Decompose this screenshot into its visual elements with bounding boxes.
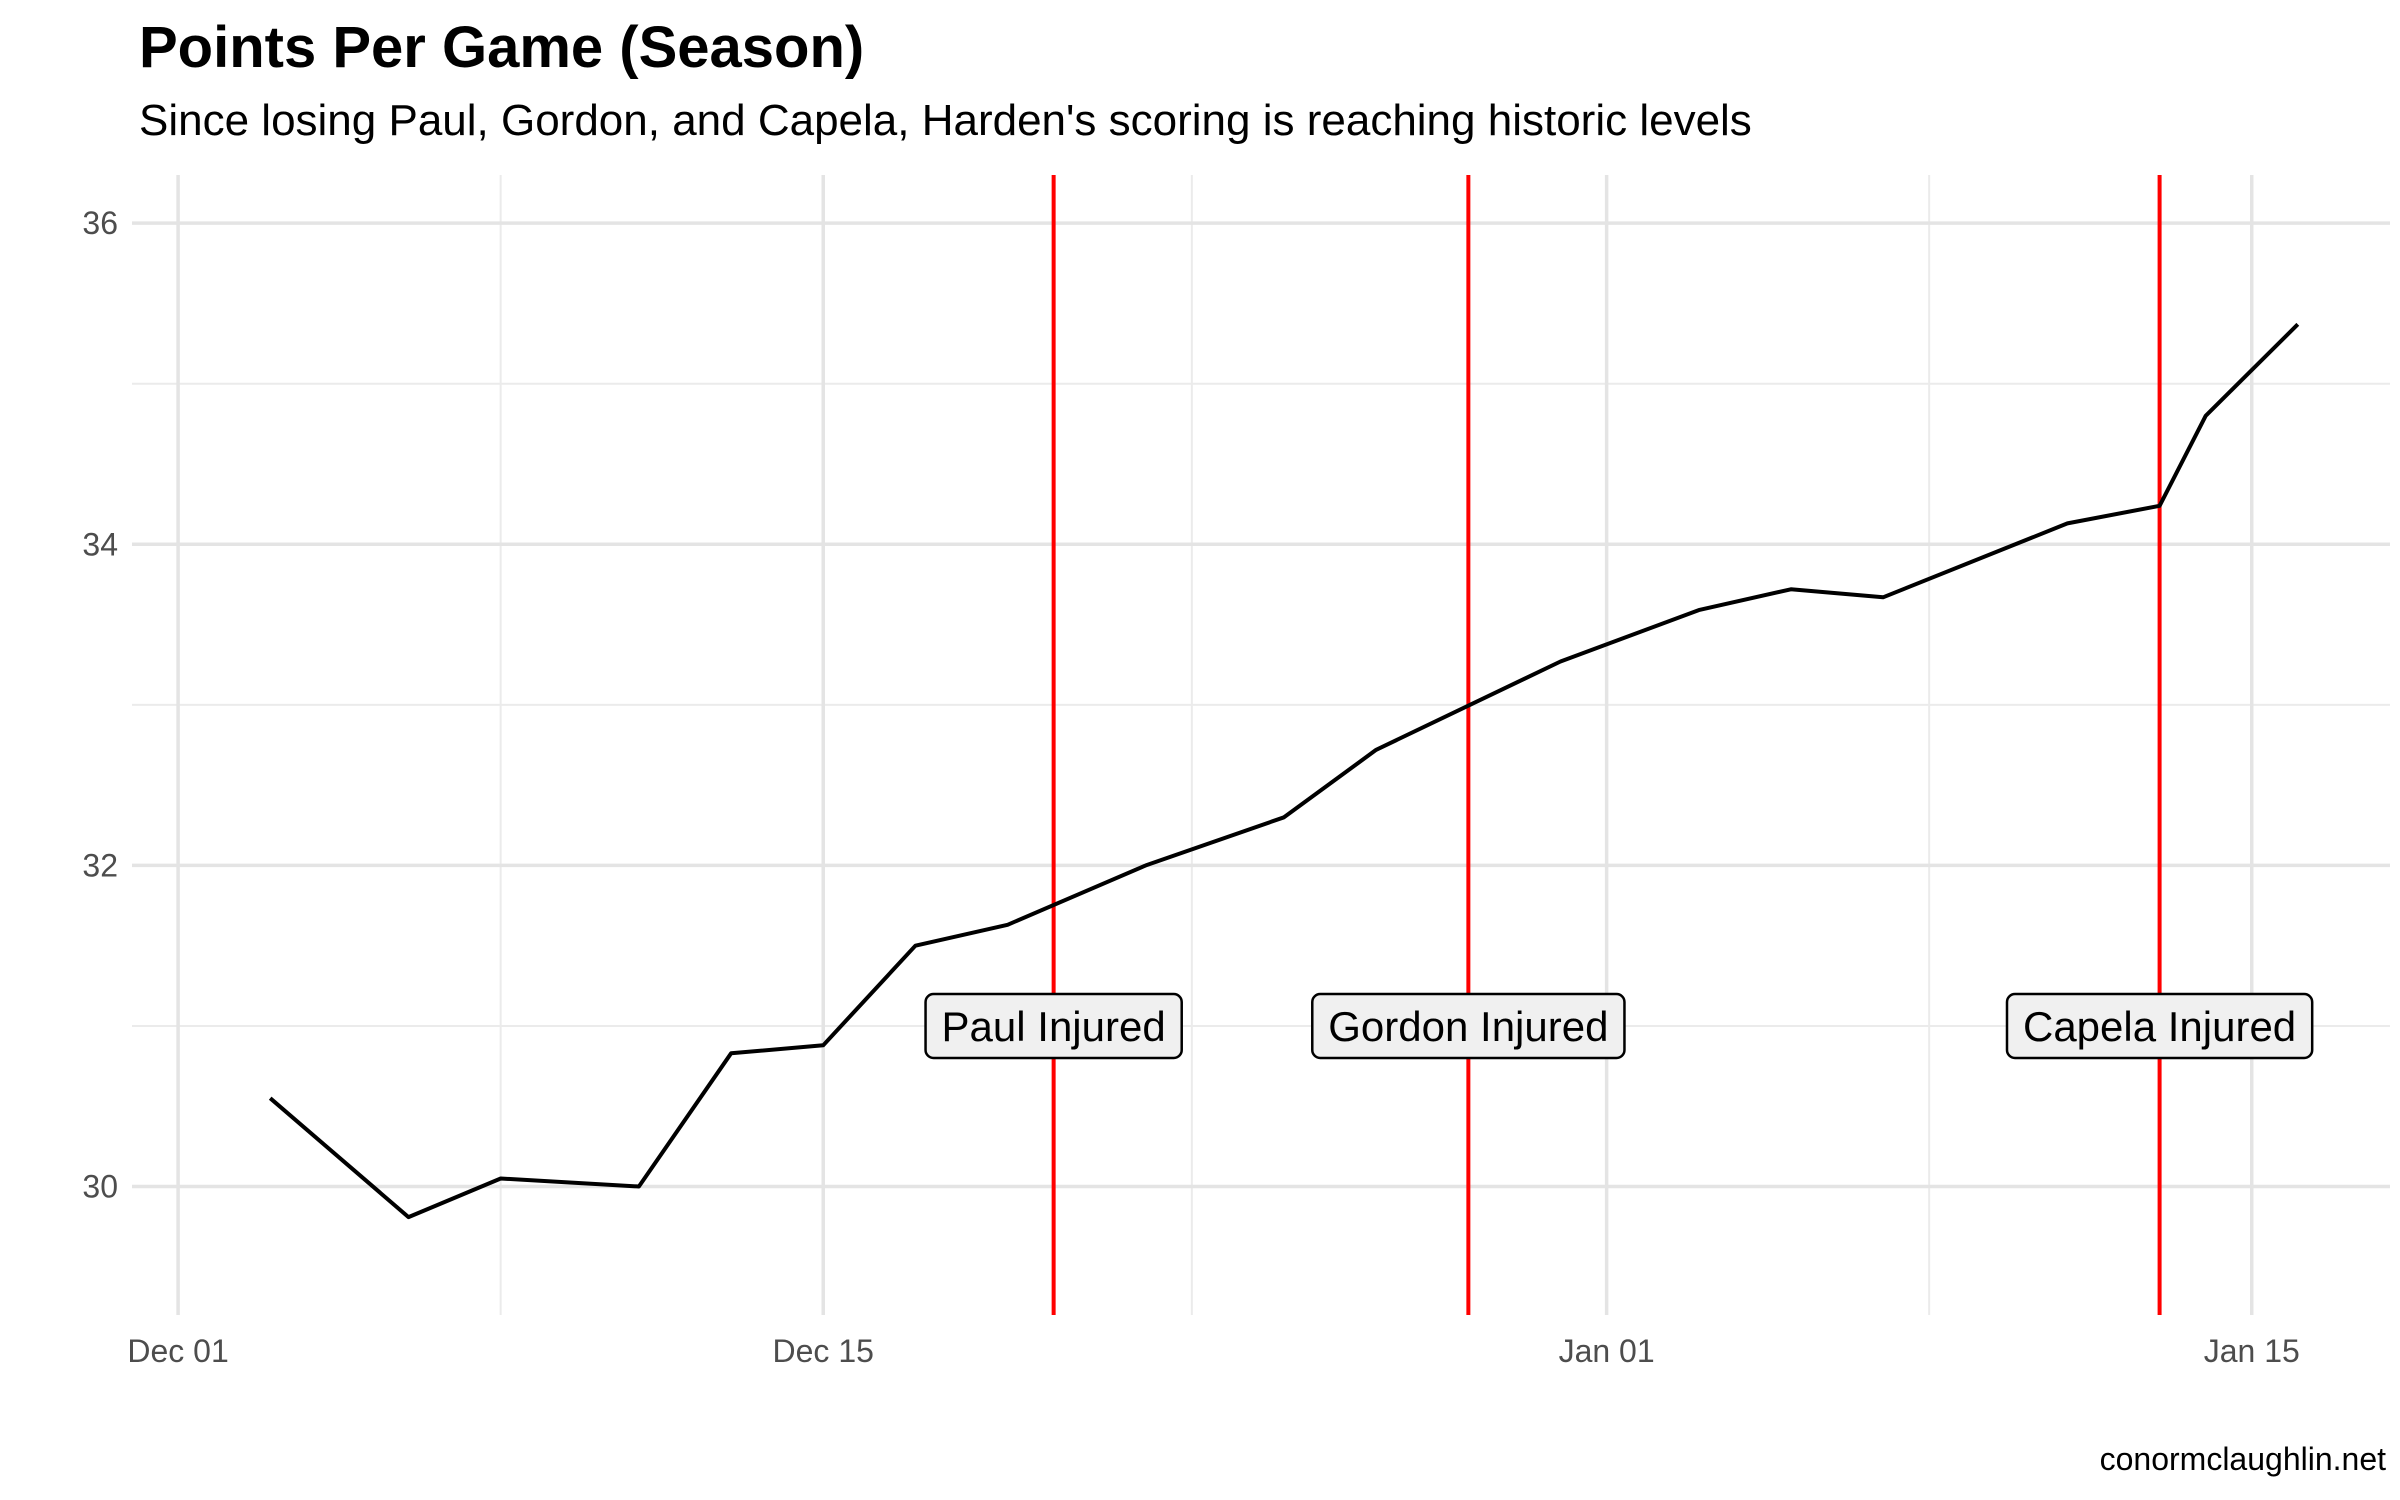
annotation-box xyxy=(1311,992,1626,1060)
x-tick-label: Dec 01 xyxy=(127,1333,228,1369)
series-group xyxy=(268,322,2300,1220)
chart-title: Points Per Game (Season) xyxy=(139,15,865,80)
series-line xyxy=(268,322,2300,1220)
y-tick-label: 36 xyxy=(82,205,118,241)
annotation-box xyxy=(924,992,1183,1060)
y-tick-label: 32 xyxy=(82,847,118,883)
x-tick-label: Jan 15 xyxy=(2204,1333,2300,1369)
annotation-text: Gordon Injured xyxy=(1328,1003,1608,1050)
annotation-labels: Paul Injured Gordon Injured Capela Injured xyxy=(924,992,2314,1060)
annotation-text: Capela Injured xyxy=(2023,1003,2296,1050)
y-tick-label: 34 xyxy=(82,526,118,562)
chart-caption: conormclaughlin.net xyxy=(2099,1441,2386,1477)
y-tick-label: 30 xyxy=(82,1169,118,1205)
grid-lines xyxy=(132,175,2390,1315)
annotation-text: Paul Injured xyxy=(942,1003,1166,1050)
chart-subtitle: Since losing Paul, Gordon, and Capela, H… xyxy=(139,96,1752,145)
annotation-label: Capela Injured xyxy=(2005,992,2314,1060)
annotation-label: Gordon Injured xyxy=(1311,992,1626,1060)
x-tick-label: Jan 01 xyxy=(1559,1333,1655,1369)
injury-lines xyxy=(1051,175,2162,1315)
annotation-label: Paul Injured xyxy=(924,992,1183,1060)
y-axis: 30 32 34 36 xyxy=(82,205,118,1204)
annotation-box xyxy=(2005,992,2314,1060)
x-tick-label: Dec 15 xyxy=(773,1333,874,1369)
x-axis: Dec 01 Dec 15 Jan 01 Jan 15 xyxy=(127,1333,2299,1369)
